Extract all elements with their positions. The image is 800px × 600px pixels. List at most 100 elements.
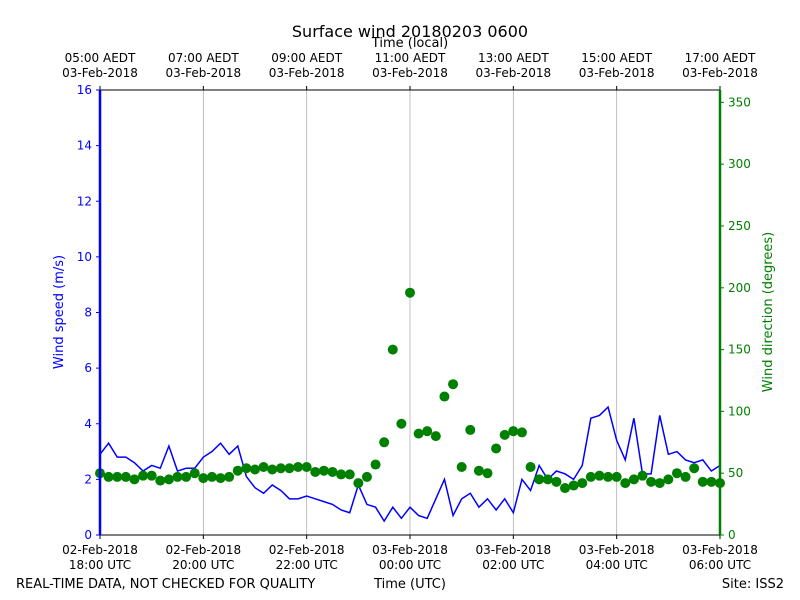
direction-point xyxy=(568,480,579,491)
direction-point xyxy=(138,470,149,481)
direction-point xyxy=(284,463,295,474)
y2-tick-label: 150 xyxy=(728,343,751,357)
direction-point xyxy=(215,473,226,484)
y2-axis-label: Wind direction (degrees) xyxy=(761,232,776,392)
direction-point xyxy=(379,437,390,448)
y2-tick-label: 0 xyxy=(728,528,736,542)
direction-point xyxy=(473,465,484,476)
direction-point xyxy=(525,462,536,473)
direction-point xyxy=(516,427,527,438)
y-tick-label: 8 xyxy=(84,306,92,320)
direction-point xyxy=(361,471,372,482)
direction-point xyxy=(422,426,433,437)
direction-point xyxy=(293,462,304,473)
direction-point xyxy=(310,466,321,477)
direction-point xyxy=(508,426,519,437)
y-tick-label: 0 xyxy=(84,528,92,542)
x2-tick-label: 17:00 AEDT 03-Feb-2018 xyxy=(682,51,758,80)
x2-tick-label: 07:00 AEDT 03-Feb-2018 xyxy=(165,51,241,80)
direction-point xyxy=(620,478,631,489)
direction-point xyxy=(146,470,157,481)
top-axis-label: Time (local) xyxy=(371,36,448,51)
x-tick-label: 03-Feb-2018 06:00 UTC xyxy=(682,543,758,572)
direction-point xyxy=(585,471,596,482)
direction-point xyxy=(628,474,639,485)
x-tick-label: 03-Feb-2018 04:00 UTC xyxy=(579,543,655,572)
direction-point xyxy=(491,443,502,454)
y-tick-label: 4 xyxy=(84,417,92,431)
direction-point xyxy=(637,470,648,481)
direction-point xyxy=(129,474,140,485)
direction-point xyxy=(120,471,131,482)
direction-point xyxy=(577,478,588,489)
chart-title: Surface wind 20180203 0600 xyxy=(292,22,528,41)
direction-point xyxy=(654,478,665,489)
footer-note: REAL-TIME DATA, NOT CHECKED FOR QUALITY xyxy=(16,577,315,592)
direction-point xyxy=(318,465,329,476)
x2-tick-label: 11:00 AEDT 03-Feb-2018 xyxy=(372,51,448,80)
x-tick-label: 02-Feb-2018 18:00 UTC xyxy=(62,543,138,572)
direction-point xyxy=(405,287,415,298)
x-tick-label: 02-Feb-2018 20:00 UTC xyxy=(165,543,241,572)
direction-point xyxy=(353,478,364,489)
direction-point xyxy=(301,462,312,473)
direction-point xyxy=(611,471,622,482)
x-axis-label: Time (UTC) xyxy=(373,577,446,592)
direction-point xyxy=(206,471,217,482)
x2-tick-label: 05:00 AEDT 03-Feb-2018 xyxy=(62,51,138,80)
direction-point xyxy=(680,471,691,482)
y2-tick-label: 200 xyxy=(728,281,751,295)
direction-point xyxy=(172,471,183,482)
direction-point xyxy=(258,462,269,473)
y-tick-label: 12 xyxy=(77,194,92,208)
y2-tick-label: 100 xyxy=(728,404,751,418)
footer-site: Site: ISS2 xyxy=(722,577,784,592)
direction-point xyxy=(250,464,260,475)
x-tick-label: 03-Feb-2018 00:00 UTC xyxy=(372,543,448,572)
direction-point xyxy=(112,471,123,482)
direction-point xyxy=(603,471,614,482)
y-tick-label: 10 xyxy=(77,250,92,264)
direction-point xyxy=(499,429,510,440)
direction-point xyxy=(181,471,192,482)
direction-point xyxy=(370,459,381,470)
y2-tick-label: 350 xyxy=(728,95,751,109)
direction-point xyxy=(327,466,338,477)
speed-line xyxy=(99,405,721,523)
y2-tick-label: 50 xyxy=(728,466,743,480)
x-tick-label: 02-Feb-2018 22:00 UTC xyxy=(269,543,345,572)
y-tick-label: 2 xyxy=(84,472,92,486)
direction-point xyxy=(232,465,243,476)
direction-point xyxy=(671,468,682,479)
y-tick-label: 14 xyxy=(77,139,92,153)
direction-point xyxy=(163,474,174,485)
direction-point xyxy=(456,462,467,473)
x2-tick-label: 09:00 AEDT 03-Feb-2018 xyxy=(269,51,345,80)
direction-point xyxy=(542,474,553,485)
direction-point xyxy=(103,471,114,482)
x-tick-label: 03-Feb-2018 02:00 UTC xyxy=(475,543,551,572)
y-axis-label: Wind speed (m/s) xyxy=(52,255,67,369)
direction-point xyxy=(551,476,562,487)
direction-point xyxy=(697,476,708,487)
direction-point xyxy=(387,344,398,355)
direction-point xyxy=(344,469,355,480)
direction-point xyxy=(336,469,347,480)
direction-point xyxy=(534,474,545,485)
y-tick-label: 6 xyxy=(84,361,92,375)
direction-point xyxy=(396,418,407,429)
direction-point xyxy=(155,475,166,486)
direction-point xyxy=(646,476,657,487)
direction-point xyxy=(482,468,493,479)
direction-point xyxy=(267,464,278,475)
direction-point xyxy=(224,471,235,482)
direction-point xyxy=(413,428,424,439)
direction-point xyxy=(189,468,200,479)
direction-point xyxy=(448,379,459,390)
direction-point xyxy=(594,470,605,481)
direction-point xyxy=(663,474,674,485)
y-tick-label: 16 xyxy=(77,83,92,97)
direction-point xyxy=(241,463,252,474)
x2-tick-label: 15:00 AEDT 03-Feb-2018 xyxy=(579,51,655,80)
